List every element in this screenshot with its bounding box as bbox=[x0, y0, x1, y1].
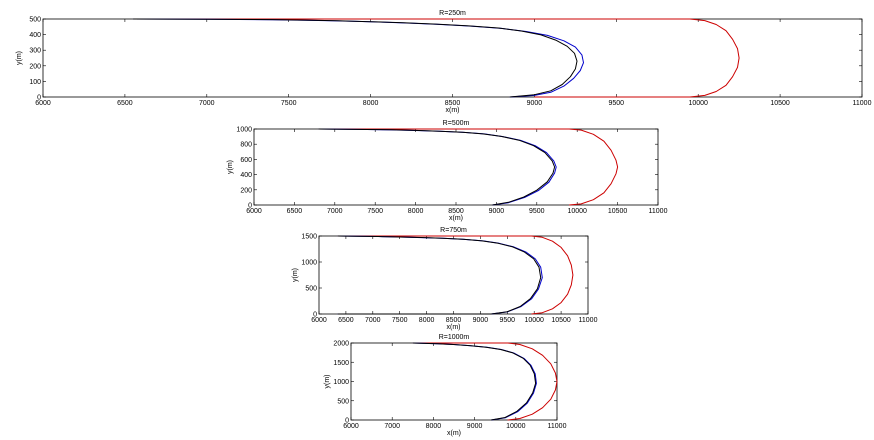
series-line-1 bbox=[412, 342, 558, 421]
y-tick-label: 500 bbox=[305, 286, 317, 293]
y-tick-label: 800 bbox=[240, 142, 252, 149]
plot-title: R=250m bbox=[439, 10, 466, 17]
x-tick-label: 6500 bbox=[287, 208, 303, 215]
y-axis-title: y(m) bbox=[292, 268, 299, 282]
x-tick-label: 9500 bbox=[500, 317, 516, 324]
x-tick-label: 8500 bbox=[445, 100, 461, 107]
x-tick-label: 9500 bbox=[529, 208, 545, 215]
series-line-3 bbox=[318, 128, 556, 206]
x-axis-title: x(m) bbox=[447, 430, 461, 437]
subplot-3: R=750m 6000 6500 7000 7500 8000 8500 9000 9500 10… bbox=[292, 227, 598, 331]
x-tick-label: 10000 bbox=[524, 317, 544, 324]
x-tick-label: 8500 bbox=[446, 317, 462, 324]
x-tick-label: 9000 bbox=[467, 423, 483, 430]
y-tick-label: 400 bbox=[240, 172, 252, 179]
x-tick-label: 7000 bbox=[199, 100, 215, 107]
x-tick-label: 10000 bbox=[567, 208, 587, 215]
y-axis-title: y(m) bbox=[324, 375, 331, 389]
x-tick-label: 11000 bbox=[853, 100, 872, 107]
plot-frame bbox=[350, 342, 558, 421]
x-tick-label: 8000 bbox=[419, 317, 435, 324]
y-tick-label: 0 bbox=[345, 418, 349, 425]
subplot-4: R=1000m 6000 7000 8000 9000 10000 11000 0 500 100… bbox=[324, 334, 567, 437]
y-tick-label: 200 bbox=[240, 187, 252, 194]
y-tick-label: 2000 bbox=[333, 341, 349, 348]
x-tick-label: 7500 bbox=[281, 100, 297, 107]
y-tick-label: 200 bbox=[29, 63, 41, 70]
plot-title: R=1000m bbox=[439, 334, 470, 341]
y-tick-label: 100 bbox=[29, 79, 41, 86]
plot-frame bbox=[318, 235, 589, 315]
x-tick-label: 7000 bbox=[365, 317, 381, 324]
x-tick-label: 10000 bbox=[688, 100, 708, 107]
x-tick-label: 8500 bbox=[448, 208, 464, 215]
x-tick-label: 10500 bbox=[608, 208, 628, 215]
y-tick-label: 1500 bbox=[333, 360, 349, 367]
y-tick-label: 600 bbox=[240, 157, 252, 164]
x-tick-label: 10500 bbox=[551, 317, 571, 324]
x-tick-label: 6000 bbox=[246, 208, 262, 215]
x-tick-label: 7000 bbox=[384, 423, 400, 430]
y-tick-label: 0 bbox=[37, 95, 41, 102]
x-tick-label: 10500 bbox=[770, 100, 790, 107]
x-tick-label: 7500 bbox=[392, 317, 408, 324]
y-tick-label: 1000 bbox=[236, 127, 252, 134]
y-tick-label: 1000 bbox=[301, 260, 317, 267]
x-tick-label: 6000 bbox=[343, 423, 359, 430]
x-tick-label: 6500 bbox=[117, 100, 133, 107]
y-tick-label: 500 bbox=[29, 17, 41, 24]
series-line-3 bbox=[412, 342, 537, 421]
x-tick-label: 9000 bbox=[489, 208, 505, 215]
y-axis-title: y(m) bbox=[227, 160, 234, 174]
x-axis-title: x(m) bbox=[446, 107, 460, 114]
plot-frame bbox=[253, 128, 659, 206]
y-tick-label: 500 bbox=[337, 398, 349, 405]
plot-title: R=750m bbox=[440, 227, 467, 234]
x-tick-label: 6500 bbox=[338, 317, 354, 324]
series-line-1 bbox=[133, 18, 740, 98]
y-tick-label: 1000 bbox=[333, 379, 349, 386]
series-line-1 bbox=[318, 128, 619, 206]
subplot-1: R=250m 6000 6500 7000 7500 8000 8500 9000 9500 10… bbox=[16, 10, 872, 114]
x-tick-label: 10000 bbox=[506, 423, 526, 430]
x-tick-label: 11000 bbox=[579, 317, 598, 324]
y-tick-label: 0 bbox=[248, 203, 252, 210]
series-line-1 bbox=[337, 235, 574, 315]
x-tick-label: 6000 bbox=[35, 100, 51, 107]
x-tick-label: 9000 bbox=[473, 317, 489, 324]
series-line-3 bbox=[337, 235, 542, 315]
x-tick-label: 7000 bbox=[327, 208, 343, 215]
x-tick-label: 8000 bbox=[426, 423, 442, 430]
y-tick-label: 300 bbox=[29, 48, 41, 55]
y-tick-label: 0 bbox=[313, 312, 317, 319]
x-tick-label: 6000 bbox=[311, 317, 327, 324]
x-tick-label: 9500 bbox=[609, 100, 625, 107]
x-tick-label: 9000 bbox=[527, 100, 543, 107]
x-axis-title: x(m) bbox=[449, 215, 463, 222]
y-axis-title: y(m) bbox=[16, 51, 23, 65]
plot-title: R=500m bbox=[443, 120, 470, 127]
plot-frame bbox=[42, 18, 863, 98]
x-tick-label: 11000 bbox=[649, 208, 668, 215]
x-tick-label: 8000 bbox=[363, 100, 379, 107]
x-tick-label: 8000 bbox=[408, 208, 424, 215]
x-tick-label: 11000 bbox=[548, 423, 567, 430]
series-line-3 bbox=[133, 18, 578, 98]
x-axis-title: x(m) bbox=[447, 324, 461, 331]
x-tick-label: 7500 bbox=[367, 208, 383, 215]
y-tick-label: 1500 bbox=[301, 234, 317, 241]
y-tick-label: 400 bbox=[29, 32, 41, 39]
